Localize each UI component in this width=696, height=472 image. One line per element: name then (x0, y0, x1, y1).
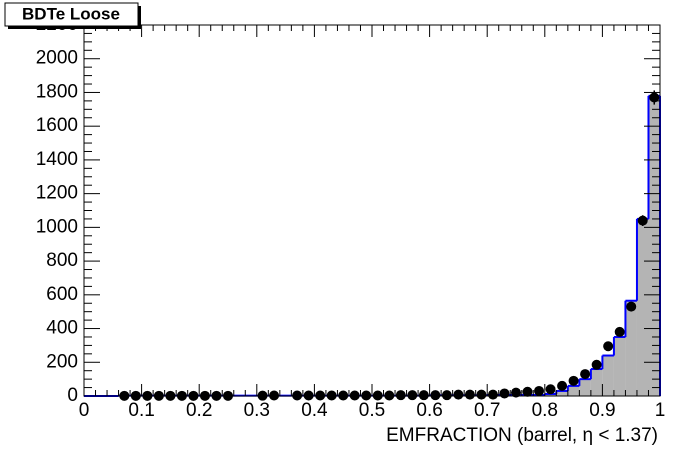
data-point (315, 390, 326, 401)
x-tick-label: 0.5 (359, 400, 385, 421)
data-point (418, 390, 429, 401)
data-point (649, 92, 660, 103)
histogram-bar (579, 379, 591, 396)
data-point (269, 390, 280, 401)
histogram-bar (636, 218, 649, 396)
y-tick-label: 1200 (36, 183, 78, 204)
y-tick-label: 400 (46, 318, 78, 339)
y-tick-label: 1000 (36, 216, 78, 237)
x-tick-label: 0.2 (186, 400, 212, 421)
title-box (4, 2, 139, 27)
y-tick-label: 600 (46, 284, 78, 305)
histogram-bar (590, 369, 603, 396)
x-axis-label: EMFRACTION (barrel, η < 1.37) (386, 425, 658, 446)
y-tick-label: 800 (46, 250, 78, 271)
histogram-bar (556, 390, 568, 396)
data-point (464, 389, 475, 400)
x-tick-label: 0.9 (589, 400, 615, 421)
data-point (487, 389, 498, 400)
x-tick-label: 0.6 (416, 400, 442, 421)
data-point (637, 215, 648, 226)
y-tick-label: 1800 (36, 81, 78, 102)
data-point (349, 390, 360, 401)
data-point (511, 387, 521, 398)
data-point (545, 384, 556, 395)
y-tick-label: 2000 (36, 48, 78, 69)
data-point (372, 390, 383, 401)
x-tick-label: 0.3 (244, 400, 270, 421)
data-point (614, 326, 625, 337)
data-point (361, 390, 372, 401)
histogram-bar (602, 355, 614, 396)
data-point (430, 390, 441, 401)
data-point (441, 390, 452, 401)
plot-frame (83, 24, 661, 397)
data-point (580, 369, 591, 380)
data-point (591, 359, 602, 370)
data-point (568, 375, 579, 386)
histogram-bar (625, 300, 637, 396)
data-point (407, 390, 418, 401)
y-tick-label: 1400 (36, 149, 78, 170)
data-point (326, 390, 337, 401)
x-tick-label: 0 (79, 400, 90, 421)
data-point (292, 390, 303, 401)
chart-title: BDTe Loose (22, 4, 120, 23)
x-tick-label: 0.7 (474, 400, 500, 421)
data-point (626, 301, 637, 312)
histogram-bar (544, 393, 557, 396)
data-point (303, 390, 314, 401)
y-tick-label: 0 (67, 385, 78, 406)
x-tick-label: 0.1 (128, 400, 154, 421)
data-point (476, 389, 487, 400)
data-point (338, 390, 349, 401)
data-point (534, 385, 545, 396)
histogram-bar (567, 385, 580, 396)
x-tick-label: 0.4 (301, 400, 328, 421)
x-tick-label: 0.8 (532, 400, 558, 421)
data-point (453, 389, 464, 400)
data-point (522, 386, 533, 397)
histogram-bar (648, 95, 660, 396)
data-point (499, 388, 510, 399)
histogram-bar (613, 336, 626, 396)
data-point (384, 390, 395, 401)
y-tick-label: 1600 (36, 115, 78, 136)
x-tick-label: 1 (655, 400, 666, 421)
y-tick-label: 200 (46, 351, 78, 372)
data-point (557, 380, 568, 391)
data-point (603, 341, 614, 352)
data-point (395, 390, 406, 401)
